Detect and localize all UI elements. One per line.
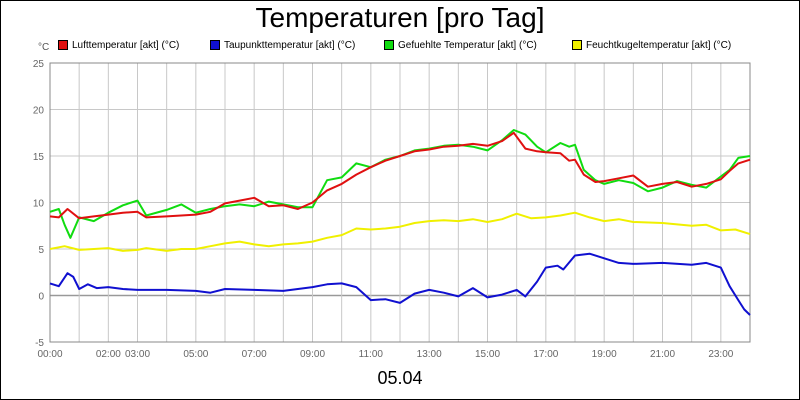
plot-border [49,62,751,343]
y-tick-label: 5 [38,245,44,256]
y-tick-label: 25 [33,59,45,70]
legend-label-gefuehlte-temperatur: Gefuehlte Temperatur [akt] (°C) [398,39,537,51]
legend-swatch-taupunkttemperatur [210,40,220,50]
y-axis-unit: °C [38,42,50,53]
date-label: 05.04 [377,368,423,388]
x-tick-label: 09:00 [300,349,325,360]
x-tick-label: 19:00 [592,349,617,360]
series-line-feuchtkugeltemperatur [49,211,751,252]
x-tick-label: 21:00 [650,349,675,360]
x-tick-label: 11:00 [359,349,384,360]
x-tick-label: 13:00 [417,349,442,360]
legend-item-gefuehlte-temperatur: Gefuehlte Temperatur [akt] (°C) [384,39,537,51]
y-tick-label: -5 [35,338,44,349]
x-tick-label: 07:00 [242,349,267,360]
legend-item-lufttemperatur: Lufttemperatur [akt] (°C) [58,39,179,51]
y-tick-label: 20 [33,106,45,117]
x-tick-label: 02:00 [96,349,121,360]
y-tick-label: 10 [33,199,45,210]
chart-title: Temperaturen [pro Tag] [255,2,545,33]
legend-label-taupunkttemperatur: Taupunkttemperatur [akt] (°C) [224,39,356,51]
legend-swatch-feuchtkugeltemperatur [572,40,582,50]
x-tick-label: 03:00 [125,349,150,360]
x-tick-label: 15:00 [475,349,500,360]
legend-label-lufttemperatur: Lufttemperatur [akt] (°C) [72,39,180,51]
legend-swatch-gefuehlte-temperatur [384,40,394,50]
y-tick-label: 15 [33,152,45,163]
legend-item-feuchtkugeltemperatur: Feuchtkugeltemperatur [akt] (°C) [572,39,731,51]
x-tick-label: 17:00 [533,349,558,360]
legend-item-taupunkttemperatur: Taupunkttemperatur [akt] (°C) [210,39,355,51]
legend-swatch-lufttemperatur [58,40,68,50]
x-tick-label: 00:00 [37,349,62,360]
series-line-lufttemperatur [49,131,751,220]
y-tick-label: 0 [38,292,44,303]
legend-label-feuchtkugeltemperatur: Feuchtkugeltemperatur [akt] (°C) [586,39,732,51]
x-tick-label: 05:00 [183,349,208,360]
series-line-taupunkttemperatur [49,252,751,316]
x-tick-label: 23:00 [708,349,733,360]
